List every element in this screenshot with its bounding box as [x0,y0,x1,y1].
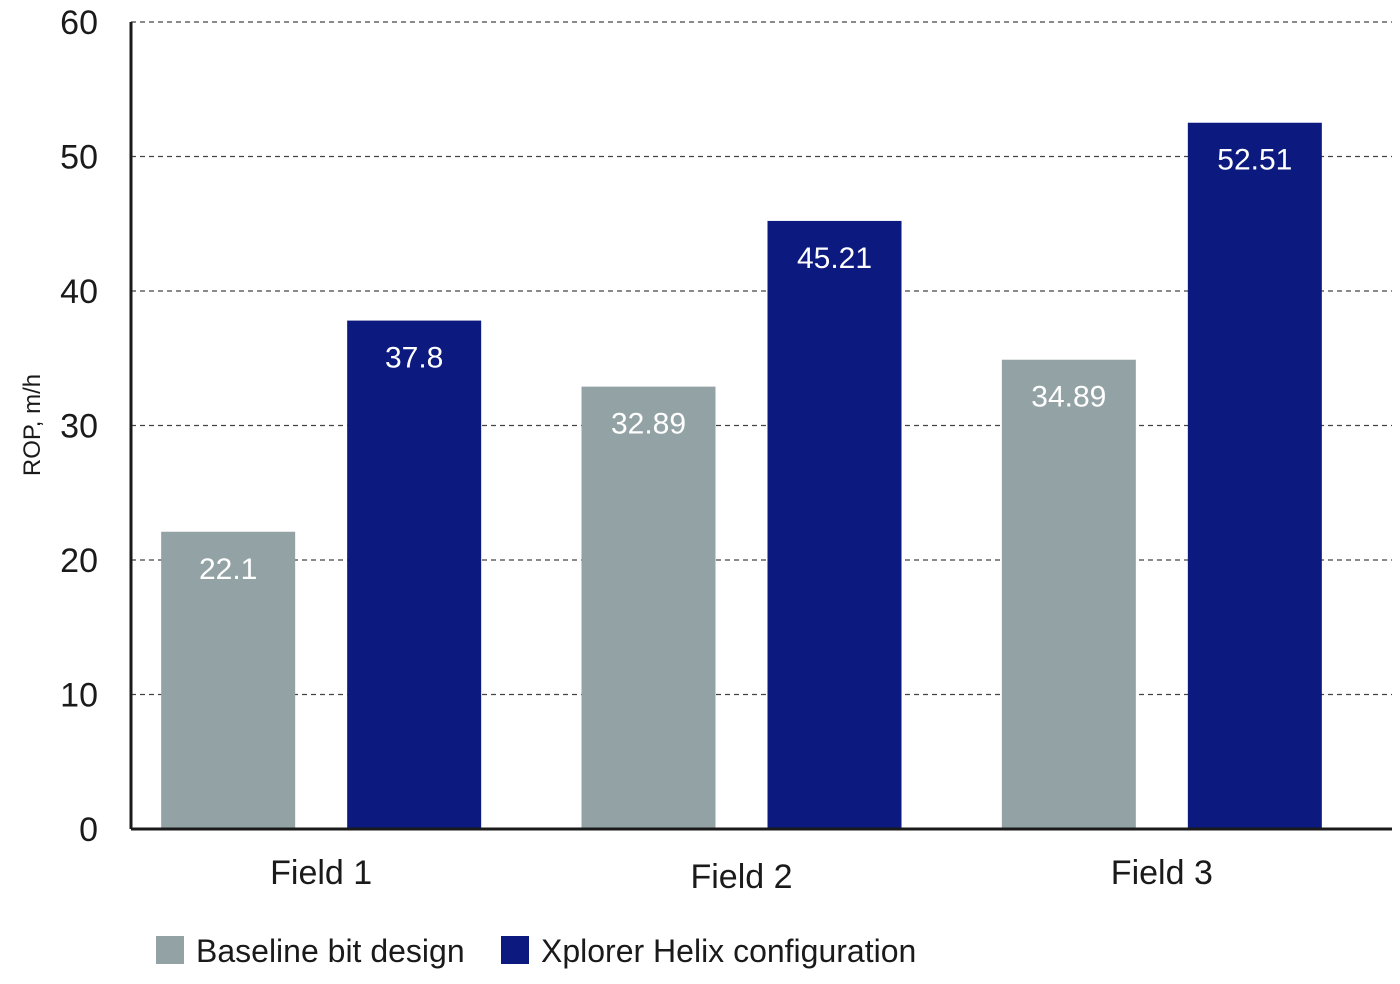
bar-value-label: 45.21 [797,242,872,275]
bar-value-label: 22.1 [199,553,257,586]
bars [161,122,1322,830]
axes [129,22,1392,831]
bar [161,531,296,829]
legend-label: Xplorer Helix configuration [541,933,916,969]
y-tick-label: 0 [79,811,98,849]
legend-label: Baseline bit design [196,933,465,969]
category-label: Field 1 [270,854,372,892]
bar [581,386,716,829]
y-tick-labels: 0 10 20 30 40 50 60 [60,4,98,849]
legend-swatch [501,936,529,964]
gridlines [131,21,1392,696]
bar [1187,122,1322,830]
y-tick-label: 40 [60,273,98,311]
category-label: Field 3 [1111,854,1213,892]
bar-value-label: 37.8 [385,342,443,375]
category-label: Field 2 [690,858,792,896]
y-tick-label: 10 [60,677,98,715]
bar-value-label: 52.51 [1217,144,1292,177]
y-tick-label: 20 [60,542,98,580]
bar-value-label: 32.89 [611,408,686,441]
y-axis-title: ROP, m/h [19,374,46,476]
legend-swatch [156,936,184,964]
bar [1001,359,1136,829]
y-tick-label: 60 [60,4,98,42]
y-tick-label: 30 [60,408,98,446]
data-labels: 22.1 37.8 32.89 45.21 34.89 52.51 [199,144,1292,586]
category-labels: Field 1 Field 2 Field 3 [270,854,1213,896]
bar-value-label: 34.89 [1031,381,1106,414]
y-tick-label: 50 [60,139,98,177]
legend: Baseline bit design Xplorer Helix configu… [156,933,916,969]
bar [767,220,902,829]
bar [347,320,482,829]
